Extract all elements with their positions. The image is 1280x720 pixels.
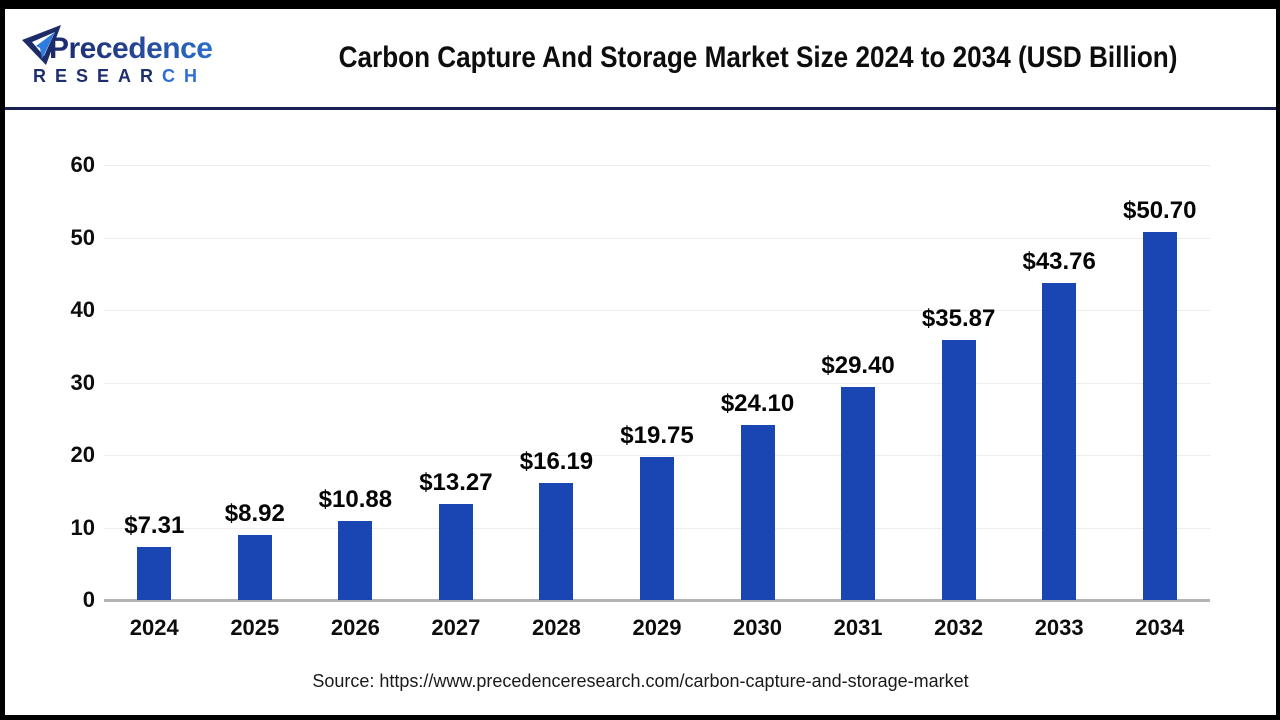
bar-value-label: $19.75	[620, 421, 694, 449]
gridline	[104, 455, 1210, 456]
logo-subtitle-dark: RESEAR	[33, 66, 163, 87]
x-axis-line	[104, 599, 1210, 602]
header-divider	[5, 107, 1276, 110]
x-axis-label: 2028	[531, 615, 581, 640]
bar-value-label: $29.40	[821, 351, 895, 379]
bar-value-label: $13.27	[419, 468, 493, 496]
bar-value-label: $50.70	[1123, 197, 1197, 225]
logo-subtitle-light: CH	[162, 66, 207, 87]
logo-subtitle: RESEARCH	[33, 66, 240, 87]
bar-value-label: $43.76	[1022, 247, 1096, 275]
x-axis-label: 2029	[632, 615, 682, 640]
bar-2032	[941, 339, 976, 600]
x-axis-label: 2031	[833, 615, 883, 640]
header: Precedence RESEARCH Carbon Capture And S…	[5, 9, 1276, 107]
bar-value-label: $10.88	[318, 486, 393, 514]
gridline	[104, 237, 1210, 239]
x-axis-label: 2025	[230, 615, 280, 640]
bar-2026	[338, 521, 373, 600]
chart-canvas: Precedence RESEARCH Carbon Capture And S…	[5, 9, 1276, 715]
bar-2024	[137, 547, 172, 600]
bar-2025	[237, 535, 272, 600]
y-axis-label: 40	[70, 297, 95, 322]
bar-value-label: $24.10	[720, 390, 795, 418]
bar-2027	[438, 503, 473, 600]
y-axis-label: 10	[70, 514, 95, 540]
x-axis-label: 2024	[129, 615, 179, 640]
x-axis-label: 2034	[1135, 615, 1185, 640]
bar-value-label: $7.31	[124, 512, 185, 539]
gridline	[104, 165, 1210, 166]
y-axis-label: 50	[70, 224, 95, 250]
x-axis-label: 2030	[733, 615, 782, 640]
gridline	[104, 310, 1210, 311]
bar-2028	[539, 482, 574, 600]
y-axis-label: 60	[70, 152, 95, 177]
y-axis-label: 0	[82, 587, 95, 612]
x-axis-label: 2026	[330, 615, 380, 640]
bar-value-label: $16.19	[519, 447, 594, 475]
x-axis-label: 2032	[934, 615, 984, 640]
title-wrap: Carbon Capture And Storage Market Size 2…	[240, 41, 1276, 75]
bar-2031	[841, 386, 876, 600]
source-attribution: Source: https://www.precedenceresearch.c…	[312, 671, 969, 691]
y-axis-label: 20	[70, 442, 95, 467]
bar-2033	[1042, 282, 1077, 600]
precedence-logo: Precedence RESEARCH	[5, 24, 240, 88]
x-axis-label: 2027	[431, 615, 481, 640]
gridline	[104, 382, 1210, 384]
bar-value-label: $35.87	[921, 304, 996, 332]
bar-value-label: $8.92	[224, 500, 285, 528]
y-axis-label: 30	[70, 369, 95, 395]
bar-chart: 0 10 20 30 40 50 60 $7.31 2024 $8.92 2025 $10.88 202…	[5, 110, 1276, 715]
bar-2030	[740, 425, 775, 600]
paper-plane-icon	[22, 24, 61, 65]
chart-title: Carbon Capture And Storage Market Size 2…	[338, 41, 1178, 74]
logo-wordmark: Precedence	[49, 33, 240, 65]
x-axis-label: 2033	[1034, 615, 1084, 640]
bar-2034	[1142, 232, 1177, 600]
bar-2029	[640, 456, 674, 600]
